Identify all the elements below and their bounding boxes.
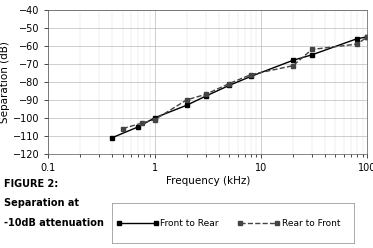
Rear to Front xyxy=(227,82,231,85)
Front to Rear xyxy=(227,84,231,87)
Rear to Front xyxy=(185,98,189,101)
Line: Rear to Front: Rear to Front xyxy=(120,34,370,131)
Rear to Front xyxy=(139,122,144,125)
Line: Front to Rear: Front to Rear xyxy=(110,34,370,140)
Front to Rear xyxy=(136,125,141,128)
Front to Rear xyxy=(355,37,359,40)
Rear to Front xyxy=(120,127,125,130)
Text: -10dB attenuation: -10dB attenuation xyxy=(4,218,104,228)
Text: Front to Rear: Front to Rear xyxy=(160,219,219,228)
Front to Rear xyxy=(248,75,253,78)
Front to Rear xyxy=(291,59,295,62)
Rear to Front xyxy=(291,64,295,67)
X-axis label: Frequency (kHz): Frequency (kHz) xyxy=(166,176,250,186)
Front to Rear xyxy=(110,136,115,139)
Rear to Front xyxy=(365,35,370,38)
Text: FIGURE 2:: FIGURE 2: xyxy=(4,179,58,188)
Rear to Front xyxy=(203,93,208,96)
Text: Separation at: Separation at xyxy=(4,198,79,208)
Rear to Front xyxy=(248,73,253,76)
Y-axis label: Separation (dB): Separation (dB) xyxy=(0,41,10,123)
Rear to Front xyxy=(153,118,157,121)
Front to Rear xyxy=(310,53,314,56)
Front to Rear xyxy=(203,95,208,98)
Front to Rear xyxy=(153,116,157,119)
Rear to Front xyxy=(355,43,359,46)
Text: Rear to Front: Rear to Front xyxy=(282,219,340,228)
Rear to Front xyxy=(310,48,314,51)
Front to Rear xyxy=(185,104,189,107)
Front to Rear xyxy=(365,35,370,38)
